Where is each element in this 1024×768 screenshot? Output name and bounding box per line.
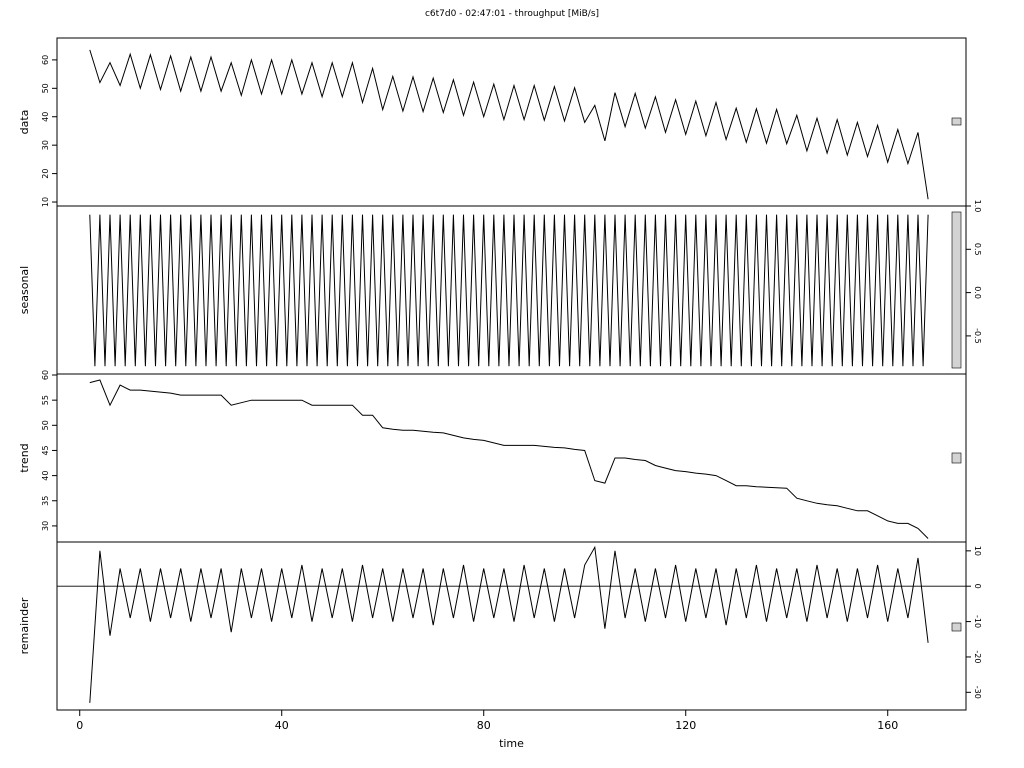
series-line <box>89 379 929 539</box>
y-tick-label: -0.5 <box>973 328 982 344</box>
range-bar <box>951 211 962 369</box>
y-tick-label: 0 <box>973 584 982 589</box>
y-axis-label: seasonal <box>18 266 31 314</box>
chart-title: c6t7d0 - 02:47:01 - throughput [MiB/s] <box>425 9 599 19</box>
y-tick-label: 35 <box>41 496 50 506</box>
series-line <box>89 545 929 703</box>
y-tick-label: 50 <box>41 420 50 430</box>
panel-frame <box>56 541 967 711</box>
range-bar <box>951 452 962 464</box>
series-line <box>89 49 929 200</box>
y-tick-label: 10 <box>41 197 50 207</box>
y-tick-label: 40 <box>41 112 50 122</box>
y-tick-label: 0.0 <box>973 286 982 299</box>
y-tick-label: 45 <box>41 445 50 455</box>
x-tick-label: 120 <box>675 719 696 732</box>
range-bar <box>951 117 962 126</box>
y-tick-label: 40 <box>41 471 50 481</box>
y-tick-label: -20 <box>973 650 982 663</box>
y-tick-label: 20 <box>41 169 50 179</box>
range-bar <box>951 622 962 632</box>
x-tick-label: 160 <box>877 719 898 732</box>
series-line <box>89 214 929 367</box>
y-tick-label: 10 <box>973 546 982 556</box>
y-tick-label: -10 <box>973 615 982 628</box>
y-tick-label: 30 <box>41 140 50 150</box>
x-axis-label: time <box>499 737 524 750</box>
x-tick-label: 40 <box>275 719 289 732</box>
x-tick-label: 80 <box>477 719 491 732</box>
y-tick-label: -30 <box>973 686 982 699</box>
y-axis-label: remainder <box>18 597 31 654</box>
y-tick-label: 30 <box>41 521 50 531</box>
y-tick-label: 50 <box>41 83 50 93</box>
y-tick-label: 55 <box>41 395 50 405</box>
y-tick-label: 60 <box>41 370 50 380</box>
y-tick-label: 60 <box>41 55 50 65</box>
y-tick-label: 0.5 <box>973 243 982 256</box>
y-axis-label: data <box>18 110 31 135</box>
x-tick-label: 0 <box>76 719 83 732</box>
y-axis-label: trend <box>18 443 31 472</box>
y-tick-label: 1.0 <box>973 200 982 213</box>
